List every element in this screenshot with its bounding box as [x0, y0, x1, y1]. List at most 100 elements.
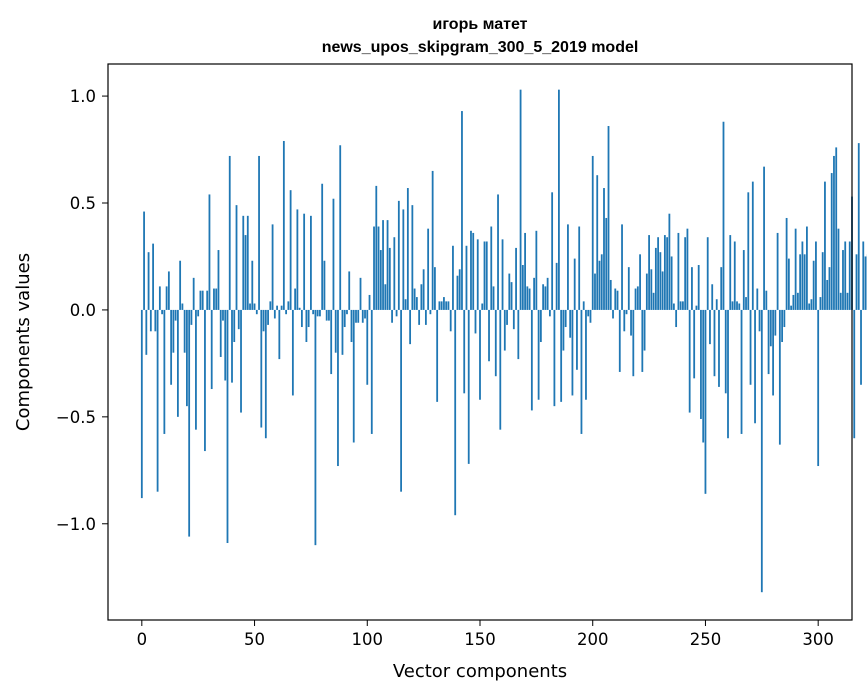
bar-215 — [625, 309, 628, 315]
bar-209 — [612, 309, 614, 319]
bar-210 — [614, 288, 617, 310]
bar-134 — [443, 297, 445, 310]
bar-63 — [282, 140, 285, 310]
bar-293 — [801, 241, 804, 310]
bar-272 — [754, 309, 756, 424]
bar-50 — [253, 303, 256, 310]
bar-10 — [163, 309, 166, 434]
bar-313 — [846, 292, 849, 310]
bar-24 — [195, 309, 197, 430]
bar-103 — [373, 226, 375, 310]
bar-184 — [555, 262, 558, 310]
bar-109 — [386, 220, 389, 310]
bar-213 — [621, 224, 623, 310]
bar-98 — [361, 309, 364, 323]
bar-95 — [355, 309, 357, 323]
bar-49 — [251, 260, 254, 310]
bar-39 — [228, 155, 231, 310]
bar-217 — [630, 309, 632, 336]
x-tick-label: 150 — [464, 630, 496, 649]
y-tick-label: −0.5 — [56, 408, 96, 427]
bar-292 — [799, 254, 802, 310]
bar-27 — [201, 290, 204, 310]
x-axis-ticks: 0 50 100 150 200 250 300 — [137, 620, 834, 649]
bar-116 — [402, 209, 405, 310]
bar-13 — [170, 309, 173, 385]
bar-195 — [580, 309, 583, 434]
bar-180 — [546, 277, 549, 310]
bar-238 — [677, 232, 680, 310]
bar-233 — [666, 237, 669, 310]
bar-40 — [231, 309, 233, 383]
bar-26 — [199, 290, 202, 310]
bar-22 — [190, 309, 193, 325]
y-tick-label: 1.0 — [70, 87, 96, 106]
bar-140 — [456, 275, 459, 310]
bar-129 — [431, 170, 434, 310]
bar-236 — [672, 303, 675, 310]
bar-124 — [420, 284, 423, 310]
bar-87 — [337, 309, 339, 467]
bar-226 — [650, 269, 653, 310]
bar-230 — [659, 252, 662, 310]
bar-25 — [197, 309, 200, 317]
bar-162 — [506, 309, 508, 325]
bar-67 — [291, 309, 294, 396]
bar-28 — [204, 309, 206, 452]
bar-250 — [704, 309, 707, 494]
bar-168 — [519, 89, 522, 310]
bar-153 — [485, 241, 488, 310]
bar-139 — [454, 309, 457, 516]
bar-108 — [384, 284, 387, 310]
bar-179 — [544, 286, 547, 310]
bar-310 — [839, 292, 842, 310]
bar-280 — [772, 309, 774, 396]
bar-283 — [778, 309, 781, 445]
bar-295 — [806, 226, 808, 310]
y-axis-label: Components values — [13, 253, 34, 431]
bar-14 — [172, 309, 175, 353]
bar-234 — [668, 213, 671, 310]
bar-191 — [571, 309, 574, 396]
bar-231 — [661, 271, 664, 310]
bar-172 — [528, 288, 531, 310]
bar-277 — [765, 290, 768, 310]
bar-149 — [476, 239, 479, 310]
bar-298 — [812, 260, 815, 310]
bar-235 — [670, 256, 673, 310]
bar-92 — [348, 271, 351, 310]
bar-169 — [521, 265, 524, 310]
bar-178 — [542, 284, 545, 310]
bar-249 — [702, 309, 705, 443]
bar-125 — [422, 269, 425, 310]
bar-114 — [397, 200, 400, 310]
bar-319 — [860, 309, 862, 385]
bar-223 — [643, 309, 646, 351]
bar-181 — [548, 309, 551, 317]
bar-186 — [560, 309, 563, 402]
bar-252 — [709, 309, 711, 345]
bar-15 — [174, 309, 177, 321]
x-tick-label: 250 — [690, 630, 722, 649]
bar-202 — [596, 175, 599, 310]
bar-161 — [503, 309, 506, 351]
bar-45 — [242, 215, 245, 310]
bar-16 — [176, 309, 179, 417]
bar-55 — [264, 309, 267, 439]
bar-224 — [645, 273, 648, 310]
bar-289 — [792, 294, 795, 310]
bar-4 — [149, 309, 152, 332]
bar-35 — [219, 309, 222, 357]
bar-48 — [249, 303, 251, 310]
x-axis-label: Vector components — [393, 661, 567, 682]
bar-120 — [411, 205, 414, 310]
bar-77 — [314, 309, 317, 546]
bar-206 — [605, 217, 608, 310]
bar-312 — [844, 241, 847, 310]
bar-154 — [488, 309, 490, 362]
bar-52 — [258, 155, 260, 310]
bars-group — [140, 89, 867, 593]
bar-201 — [594, 273, 596, 310]
bar-302 — [821, 252, 824, 310]
bar-203 — [598, 260, 601, 310]
